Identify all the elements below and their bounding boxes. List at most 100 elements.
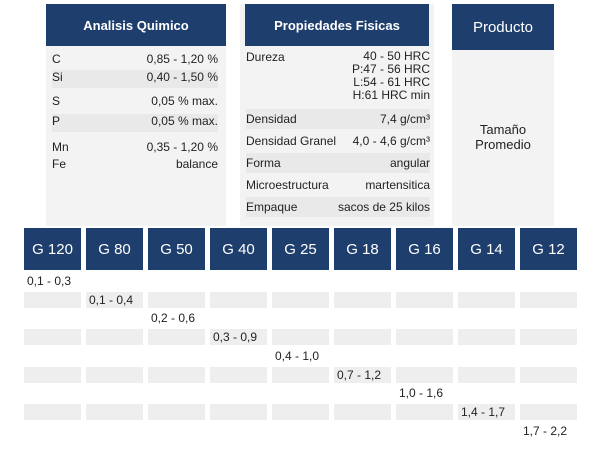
element-percentage: 0,35 - 1,20 % — [146, 140, 218, 154]
range-grid-cell — [86, 310, 143, 327]
grade-tab[interactable]: G 14 — [458, 228, 515, 270]
range-grid-cell — [520, 366, 577, 383]
chemical-row: S 0,05 % max. — [52, 94, 218, 112]
range-grid-row — [24, 309, 577, 327]
range-grid-cell — [24, 403, 81, 420]
grade-tab[interactable]: G 80 — [86, 228, 143, 270]
range-grid-cell — [148, 347, 205, 364]
grade-tab[interactable]: G 18 — [334, 228, 391, 270]
size-range-label: 0,1 - 0,4 — [89, 292, 134, 307]
grade-tab[interactable]: G 40 — [210, 228, 267, 270]
property-row: Microestructura martensitica — [246, 175, 430, 195]
range-grid-cell — [148, 403, 205, 420]
size-range-label: 0,7 - 1,2 — [337, 367, 382, 382]
range-grid-cell — [86, 403, 143, 420]
size-range-label: 1,4 - 1,7 — [461, 404, 506, 419]
range-grid-cell — [334, 310, 391, 327]
property-value: 7,4 g/cm³ — [379, 112, 430, 126]
range-grid-row — [24, 403, 577, 421]
range-grid-row — [24, 328, 577, 346]
element-symbol: Si — [52, 70, 63, 84]
range-grid-cell — [520, 273, 577, 289]
size-range-label: 0,3 - 0,9 — [213, 330, 258, 345]
chemical-row: Mn 0,35 - 1,20 % — [52, 140, 218, 158]
range-grid-row — [24, 291, 577, 309]
range-grid-cell — [334, 403, 391, 420]
range-grid-cell — [148, 310, 205, 327]
range-grid-cell — [396, 403, 453, 420]
range-grid-cell — [24, 273, 81, 289]
range-grid-cell — [396, 310, 453, 327]
size-range-label: 0,1 - 0,3 — [27, 274, 72, 288]
range-grid-row — [24, 422, 577, 440]
dureza-value: H:61 HRC min — [352, 88, 430, 102]
range-grid-cell — [520, 310, 577, 327]
range-grid-cell — [210, 347, 267, 364]
element-symbol: Mn — [52, 140, 69, 154]
range-grid-cell — [396, 347, 453, 364]
range-grid-cell — [24, 347, 81, 364]
product-size-line: Tamaño — [479, 122, 527, 137]
range-grid-cell — [86, 422, 143, 439]
product-size-label: Tamaño Promedio — [452, 122, 554, 152]
grade-tab[interactable]: G 120 — [24, 228, 81, 270]
physical-properties-title: Propiedades Fisicas — [274, 17, 400, 33]
range-grid-cell — [520, 347, 577, 364]
range-grid-cell — [272, 273, 329, 289]
range-grid-cell — [210, 403, 267, 420]
range-grid-cell — [210, 385, 267, 402]
chemical-row: P 0,05 % max. — [52, 114, 218, 132]
dureza-value: 40 - 50 HRC — [363, 49, 430, 63]
range-grid-cell — [272, 329, 329, 346]
range-grid-cell — [396, 366, 453, 383]
range-grid-cell — [272, 422, 329, 439]
range-grid-cell — [86, 273, 143, 289]
range-grid-cell — [458, 310, 515, 327]
range-grid-row — [24, 272, 577, 290]
range-grid-cell — [148, 385, 205, 402]
range-grid-cell — [396, 385, 453, 402]
range-grid-cell — [210, 310, 267, 327]
property-row: Densidad Granel 4,0 - 4,6 g/cm³ — [246, 131, 430, 151]
element-symbol: S — [52, 94, 61, 108]
chemical-analysis-title: Analisis Quimico — [83, 17, 189, 33]
property-value: martensitica — [365, 178, 430, 192]
range-grid-cell — [210, 366, 267, 383]
product-size-line: Promedio — [475, 137, 531, 152]
range-grid-cell — [520, 422, 577, 439]
range-grid-cell — [272, 403, 329, 420]
range-grid-cell — [334, 347, 391, 364]
range-grid-cell — [520, 403, 577, 420]
range-grid-cell — [24, 366, 81, 383]
grade-tab[interactable]: G 50 — [148, 228, 205, 270]
range-grid-cell — [334, 422, 391, 439]
element-percentage: 0,05 % max. — [151, 94, 218, 108]
size-range-label: 1,7 - 2,2 — [523, 423, 568, 438]
physical-properties-header: Propiedades Fisicas — [245, 4, 429, 46]
grade-tab[interactable]: G 12 — [520, 228, 577, 270]
range-grid-cell — [272, 385, 329, 402]
range-grid-cell — [24, 329, 81, 346]
property-label: Empaque — [246, 200, 298, 214]
range-grid-row — [24, 384, 577, 402]
range-grid-cell — [148, 291, 205, 308]
range-grid-cell — [458, 347, 515, 364]
chemical-row: Fe balance — [52, 157, 218, 175]
range-grid-cell — [210, 291, 267, 308]
property-label: Densidad Granel — [246, 134, 337, 148]
range-grid-row — [24, 347, 577, 365]
grade-tab[interactable]: G 25 — [272, 228, 329, 270]
size-range-label: 1,0 - 1,6 — [399, 386, 444, 401]
range-grid-cell — [24, 422, 81, 439]
size-range-label: 0,2 - 0,6 — [151, 311, 196, 326]
dureza-value: P:47 - 56 HRC — [351, 62, 430, 76]
range-grid-cell — [148, 422, 205, 439]
property-label: Forma — [246, 156, 281, 170]
property-row: Empaque sacos de 25 kilos — [246, 197, 430, 217]
range-grid-cell — [148, 329, 205, 346]
range-grid-cell — [272, 366, 329, 383]
range-grid-cell — [334, 366, 391, 383]
grade-tab[interactable]: G 16 — [396, 228, 453, 270]
range-grid-cell — [24, 291, 81, 308]
property-label: Microestructura — [246, 178, 329, 192]
